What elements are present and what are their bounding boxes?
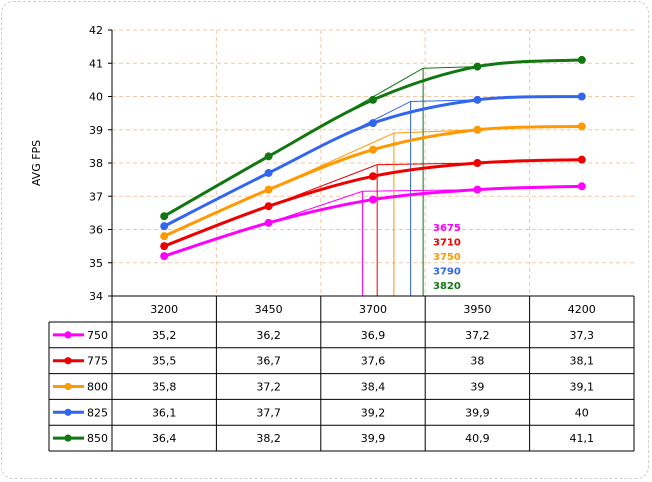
annotation-label-3710: 3710 [433,238,461,249]
y-tick-label: 35 [89,257,103,270]
table-cell-750-3700: 36,9 [361,329,386,342]
legend-swatch-marker-775 [64,357,72,365]
table-cell-825-4200: 40 [575,406,589,419]
data-point-800-3700 [368,145,377,154]
table-cell-850-4200: 41,1 [570,432,595,445]
data-point-750-3200 [160,252,169,261]
annotation-label-3820: 3820 [433,281,461,292]
data-point-800-3950 [473,125,482,134]
data-point-850-3450 [264,152,273,161]
legend-label-825: 825 [87,406,108,419]
legend-label-775: 775 [87,355,108,368]
legend-label-800: 800 [87,381,108,394]
table-cell-775-4200: 38,1 [570,355,595,368]
annotation-label-3675: 3675 [433,223,461,234]
data-point-775-3950 [473,158,482,167]
y-tick-label: 41 [89,57,103,70]
x-tick-label-3700: 3700 [359,303,387,316]
x-tick-label-3450: 3450 [255,303,283,316]
data-point-850-3700 [368,95,377,104]
table-cell-775-3450: 36,7 [256,355,281,368]
annotation-curve-3790 [268,99,478,174]
y-tick-label: 34 [89,290,103,303]
data-point-825-3450 [264,168,273,177]
legend-label-750: 750 [87,329,108,342]
data-point-800-3200 [160,232,169,241]
data-point-800-4200 [577,122,586,131]
annotation-label-3790: 3790 [433,267,461,278]
table-cell-825-3200: 36,1 [152,406,177,419]
legend-swatch-marker-825 [64,408,72,416]
legend-label-850: 850 [87,432,108,445]
y-tick-label: 40 [89,91,103,104]
table-cell-750-3950: 37,2 [465,329,490,342]
table-cell-750-4200: 37,3 [570,329,595,342]
x-tick-label-3200: 3200 [150,303,178,316]
table-cell-825-3450: 37,7 [256,406,281,419]
data-point-825-3700 [368,119,377,128]
x-tick-label-3950: 3950 [463,303,491,316]
table-cell-850-3450: 38,2 [256,432,281,445]
data-point-750-4200 [577,182,586,191]
annotation-label-3750: 3750 [433,252,461,263]
data-point-825-3200 [160,222,169,231]
y-tick-label: 37 [89,190,103,203]
data-point-800-3450 [264,185,273,194]
data-point-825-3950 [473,95,482,104]
table-cell-800-3700: 38,4 [361,381,386,394]
data-point-750-3450 [264,218,273,227]
table-cell-800-3450: 37,2 [256,381,281,394]
table-cell-800-3200: 35,8 [152,381,177,394]
y-tick-label: 36 [89,224,103,237]
table-cell-850-3200: 36,4 [152,432,177,445]
data-point-850-4200 [577,55,586,64]
table-cell-800-3950: 39 [470,381,484,394]
data-point-750-3950 [473,185,482,194]
y-tick-label: 42 [89,24,103,37]
y-axis-label: AVG FPS [30,140,43,186]
data-point-850-3950 [473,62,482,71]
y-tick-label: 39 [89,124,103,137]
table-cell-775-3700: 37,6 [361,355,386,368]
data-point-825-4200 [577,92,586,101]
data-point-750-3700 [368,195,377,204]
table-cell-850-3950: 40,9 [465,432,490,445]
table-cell-825-3700: 39,2 [361,406,386,419]
data-point-850-3200 [160,212,169,221]
legend-swatch-marker-850 [64,434,72,442]
table-cell-775-3200: 35,5 [152,355,177,368]
data-point-775-4200 [577,155,586,164]
table-cell-850-3700: 39,9 [361,432,386,445]
y-tick-label: 38 [89,157,103,170]
data-point-775-3450 [264,202,273,211]
x-tick-label-4200: 4200 [568,303,596,316]
annotation-curve-3675 [268,189,478,224]
table-cell-825-3950: 39,9 [465,406,490,419]
table-cell-750-3450: 36,2 [256,329,281,342]
annotation-curve-3710 [268,162,478,207]
data-point-775-3700 [368,172,377,181]
table-cell-750-3200: 35,2 [152,329,177,342]
data-point-775-3200 [160,242,169,251]
table-cell-800-4200: 39,1 [570,381,595,394]
legend-swatch-marker-750 [64,331,72,339]
table-cell-775-3950: 38 [470,355,484,368]
legend-swatch-marker-800 [64,382,72,391]
